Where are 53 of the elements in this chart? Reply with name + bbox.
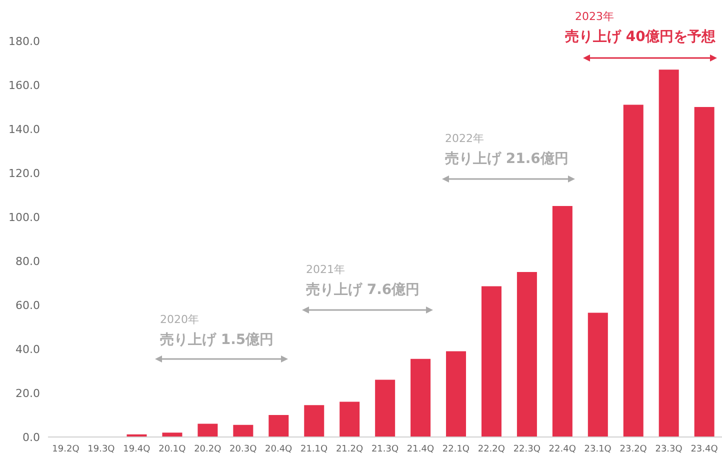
bar xyxy=(516,272,537,437)
x-tick-label: 23.3Q xyxy=(655,444,682,454)
bar xyxy=(304,405,324,437)
x-tick-label: 22.2Q xyxy=(478,444,505,454)
bar xyxy=(410,358,431,437)
x-tick-label: 20.4Q xyxy=(265,444,292,454)
x-tick-label: 22.3Q xyxy=(513,444,540,454)
bar xyxy=(268,415,289,437)
y-tick-label: 120.0 xyxy=(8,166,40,180)
y-tick-label: 20.0 xyxy=(16,386,40,400)
x-tick-label: 21.1Q xyxy=(300,444,328,454)
y-tick-label: 60.0 xyxy=(16,298,40,312)
y-tick-label: 180.0 xyxy=(8,34,40,48)
text: 2023年 xyxy=(575,9,614,24)
y-tick-label: 100.0 xyxy=(8,210,40,224)
y-tick-label: 80.0 xyxy=(16,254,40,268)
x-tick-label: 23.4Q xyxy=(690,444,718,454)
bar xyxy=(340,402,360,437)
x-tick-label: 20.3Q xyxy=(230,444,257,454)
bar xyxy=(446,351,466,437)
y-tick-label: 140.0 xyxy=(8,122,40,136)
x-tick-label: 23.2Q xyxy=(620,444,647,454)
annotation: 売り上げ 1.5億円 xyxy=(160,331,274,349)
y-tick-label: 40.0 xyxy=(16,342,40,356)
annotation: 2022年 xyxy=(445,131,484,146)
bar xyxy=(162,432,182,437)
x-tick-label: 21.4Q xyxy=(406,444,434,454)
x-tick-label: 23.1Q xyxy=(584,444,612,454)
x-tick-label: 19.2Q xyxy=(52,444,80,454)
bar xyxy=(552,206,572,437)
bar xyxy=(375,380,396,437)
x-tick-label: 19.4Q xyxy=(123,444,150,454)
x-tick-label: 19.3Q xyxy=(88,444,115,454)
bar xyxy=(481,286,502,437)
x-tick-label: 20.1Q xyxy=(158,444,186,454)
bar xyxy=(233,424,254,437)
annotation: 売り上げ 40億円を予想 xyxy=(565,28,716,46)
x-tick-label: 21.3Q xyxy=(371,444,399,454)
annotation: 売り上げ 21.6億円 xyxy=(445,150,568,168)
x-tick-label: 20.2Q xyxy=(194,444,222,454)
y-tick-label: 0.0 xyxy=(22,430,40,444)
bar xyxy=(198,424,218,437)
annotation: 2020年 xyxy=(160,312,199,327)
bar xyxy=(658,70,679,437)
x-tick-label: 22.1Q xyxy=(442,444,470,454)
annotation: 売り上げ 7.6億円 xyxy=(306,281,420,299)
bar xyxy=(694,107,714,437)
x-tick-label: 22.4Q xyxy=(548,444,576,454)
annotation: 2021年 xyxy=(306,262,345,277)
bar xyxy=(588,312,608,437)
bar xyxy=(623,104,644,437)
x-tick-label: 21.2Q xyxy=(336,444,364,454)
y-tick-label: 160.0 xyxy=(8,78,40,92)
